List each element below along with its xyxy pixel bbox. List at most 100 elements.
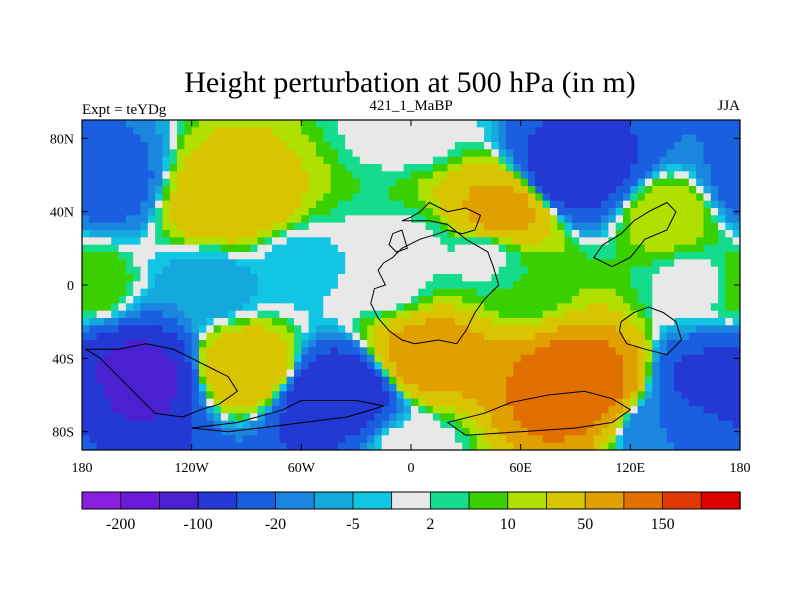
- heatmap-cell: [425, 230, 434, 238]
- heatmap-cell: [520, 259, 529, 268]
- heatmap-cell: [169, 259, 178, 268]
- heatmap-cell: [228, 376, 237, 385]
- heatmap-cell: [732, 347, 740, 356]
- heatmap-cell: [557, 318, 566, 326]
- heatmap-cell: [506, 215, 514, 224]
- heatmap-cell: [659, 164, 668, 172]
- heatmap-cell: [462, 222, 471, 231]
- heatmap-cell: [637, 281, 646, 290]
- heatmap-cell: [718, 413, 726, 422]
- heatmap-cell: [228, 127, 237, 136]
- heatmap-cell: [579, 376, 588, 385]
- heatmap-cell: [593, 376, 602, 385]
- heatmap-cell: [191, 296, 200, 304]
- heatmap-cell: [710, 406, 719, 414]
- heatmap-cell: [469, 244, 478, 253]
- heatmap-cell: [549, 171, 558, 180]
- heatmap-cell: [155, 420, 164, 429]
- colorbar-swatch: [623, 491, 664, 510]
- heatmap-cell: [513, 325, 522, 334]
- heatmap-cell: [644, 193, 653, 202]
- heatmap-cell: [593, 222, 602, 231]
- heatmap-cell: [571, 428, 580, 436]
- heatmap-cell: [498, 222, 507, 231]
- heatmap-cell: [527, 156, 536, 165]
- heatmap-cell: [308, 303, 317, 312]
- heatmap-cell: [586, 369, 595, 378]
- heatmap-cell: [352, 237, 361, 246]
- heatmap-cell: [637, 347, 646, 356]
- heatmap-cell: [198, 288, 207, 297]
- heatmap-cell: [535, 369, 544, 378]
- heatmap-cell: [674, 266, 683, 275]
- heatmap-cell: [425, 156, 434, 165]
- heatmap-cell: [242, 208, 251, 216]
- heatmap-cell: [374, 354, 383, 363]
- heatmap-cell: [506, 178, 514, 187]
- heatmap-cell: [549, 428, 558, 436]
- heatmap-cell: [381, 171, 390, 180]
- heatmap-cell: [389, 208, 397, 216]
- heatmap-cell: [615, 347, 624, 356]
- heatmap-cell: [118, 171, 127, 180]
- heatmap-cell: [250, 340, 259, 348]
- heatmap-cell: [396, 171, 405, 180]
- heatmap-cell: [681, 200, 690, 209]
- heatmap-cell: [374, 237, 383, 246]
- heatmap-cell: [352, 120, 361, 128]
- heatmap-cell: [140, 171, 149, 180]
- heatmap-cell: [688, 134, 697, 143]
- heatmap-cell: [637, 120, 646, 128]
- heatmap-cell: [162, 406, 171, 414]
- heatmap-cell: [462, 208, 471, 216]
- heatmap-cell: [440, 310, 449, 319]
- heatmap-cell: [111, 200, 120, 209]
- heatmap-cell: [403, 376, 412, 385]
- heatmap-cell: [732, 230, 740, 238]
- heatmap-cell: [323, 442, 332, 450]
- heatmap-cell: [294, 332, 302, 341]
- heatmap-cell: [542, 420, 551, 429]
- heatmap-cell: [155, 156, 164, 165]
- heatmap-cell: [527, 164, 536, 172]
- heatmap-cell: [469, 259, 478, 268]
- heatmap-cell: [235, 362, 244, 370]
- heatmap-cell: [469, 391, 478, 400]
- heatmap-cell: [579, 310, 588, 319]
- heatmap-cell: [454, 252, 463, 260]
- heatmap-cell: [125, 156, 134, 165]
- heatmap-cell: [286, 347, 295, 356]
- heatmap-cell: [411, 266, 419, 275]
- heatmap-cell: [623, 230, 631, 238]
- heatmap-cell: [440, 413, 449, 422]
- heatmap-cell: [125, 134, 134, 143]
- heatmap-cell: [294, 178, 302, 187]
- heatmap-cell: [615, 134, 624, 143]
- heatmap-cell: [264, 288, 273, 297]
- heatmap-cell: [725, 281, 734, 290]
- heatmap-cell: [125, 435, 134, 444]
- heatmap-cell: [286, 237, 295, 246]
- heatmap-cell: [155, 406, 164, 414]
- heatmap-cell: [418, 259, 427, 268]
- heatmap-cell: [418, 142, 427, 150]
- heatmap-cell: [177, 362, 185, 370]
- heatmap-cell: [315, 281, 324, 290]
- heatmap-cell: [637, 428, 646, 436]
- heatmap-cell: [696, 281, 705, 290]
- heatmap-cell: [162, 193, 171, 202]
- heatmap-cell: [198, 413, 207, 422]
- heatmap-cell: [454, 413, 463, 422]
- heatmap-cell: [623, 413, 631, 422]
- heatmap-cell: [118, 325, 127, 334]
- heatmap-cell: [206, 252, 215, 260]
- heatmap-cell: [732, 310, 740, 319]
- heatmap-cell: [213, 296, 222, 304]
- heatmap-cell: [564, 222, 573, 231]
- heatmap-cell: [235, 428, 244, 436]
- heatmap-cell: [571, 442, 580, 450]
- heatmap-cell: [476, 347, 485, 356]
- heatmap-cell: [389, 222, 397, 231]
- heatmap-cell: [169, 149, 178, 158]
- heatmap-cell: [294, 369, 302, 378]
